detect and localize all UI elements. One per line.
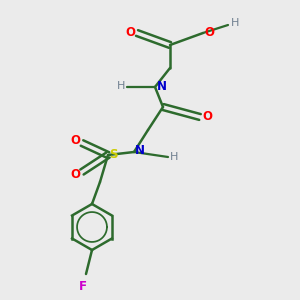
Text: F: F — [79, 280, 87, 293]
Text: O: O — [70, 167, 80, 181]
Text: H: H — [231, 18, 239, 28]
Text: N: N — [135, 145, 145, 158]
Text: H: H — [170, 152, 178, 162]
Text: S: S — [109, 148, 118, 160]
Text: N: N — [157, 80, 167, 92]
Text: O: O — [202, 110, 212, 124]
Text: H: H — [117, 81, 125, 91]
Text: O: O — [70, 134, 80, 148]
Text: O: O — [125, 26, 135, 40]
Text: O: O — [204, 26, 214, 40]
